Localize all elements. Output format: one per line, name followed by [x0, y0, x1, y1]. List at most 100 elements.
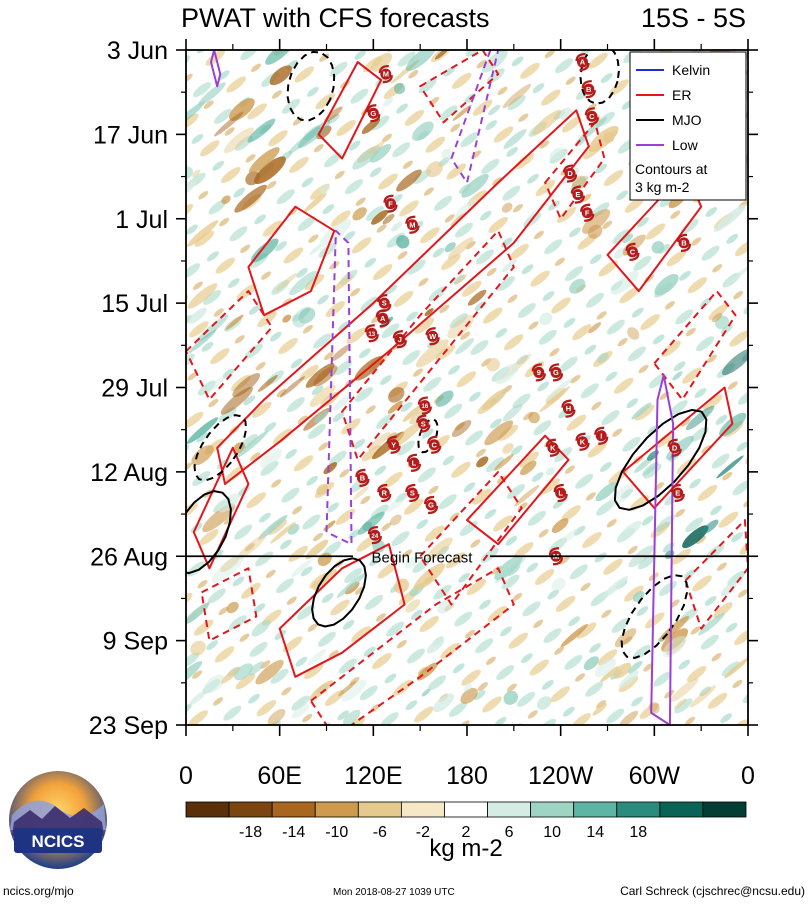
pwat-anomaly-blob: [614, 628, 637, 648]
storm-marker: H: [561, 399, 576, 418]
colorbar-tick-label: -14: [282, 824, 305, 841]
pwat-anomaly-blob: [352, 207, 367, 221]
pwat-anomaly-blob: [463, 684, 473, 692]
pwat-anomaly-blob: [488, 104, 501, 116]
storm-marker: E: [570, 185, 585, 204]
pwat-anomaly-blob: [549, 147, 564, 161]
y-tick-label: 26 Aug: [90, 543, 168, 571]
storm-label: G: [370, 109, 376, 118]
pwat-anomaly-blob: [539, 312, 553, 326]
y-tick-label: 23 Sep: [89, 712, 168, 740]
storm-label: H: [566, 404, 571, 413]
storm-marker: C: [427, 435, 442, 454]
storm-marker: 9: [531, 363, 546, 382]
storm-dot: [425, 499, 437, 511]
pwat-anomaly-blob: [594, 658, 616, 678]
storm-symbol: [570, 185, 585, 204]
storm-symbol: [366, 104, 381, 123]
storm-label: K: [580, 437, 586, 446]
pwat-anomaly-blob: [616, 520, 642, 543]
pwat-anomaly-blob: [187, 220, 219, 247]
contour-line: [247, 205, 336, 317]
storm-dot: [581, 207, 593, 219]
storm-dot: [378, 297, 390, 309]
storm-dot: [562, 403, 574, 415]
pwat-anomaly-blob: [248, 661, 265, 676]
y-tick-label: 15 Jul: [101, 290, 168, 318]
pwat-anomaly-blob: [444, 242, 456, 253]
pwat-anomaly-blob: [225, 314, 244, 330]
pwat-anomaly-blob: [502, 83, 532, 109]
pwat-anomaly-blob: [447, 237, 474, 260]
colorbar-swatch: [228, 801, 273, 818]
storm-label: B: [586, 85, 592, 94]
pwat-anomaly-blob: [405, 599, 421, 613]
pwat-anomaly-blob: [520, 460, 537, 476]
storm-symbol: [367, 526, 382, 545]
storm-label: W: [429, 332, 437, 341]
storm-dot: [533, 366, 545, 378]
pwat-anomaly-blob: [305, 363, 335, 388]
legend-label: ER: [672, 87, 691, 103]
pwat-anomaly-blob: [435, 390, 454, 407]
pwat-anomaly-blob: [426, 537, 453, 561]
pwat-anomaly-blob: [289, 270, 318, 296]
pwat-anomaly-blob: [338, 680, 357, 697]
legend-note-line1: Contours at: [635, 161, 707, 177]
pwat-anomaly-blob: [247, 118, 276, 143]
x-tick-label: 120E: [344, 762, 402, 790]
ncics-logo: NCICS: [9, 771, 107, 869]
pwat-anomaly-blob: [674, 698, 687, 710]
y-axis: 3 Jun 17 Jun 1 Jul 15 Jul 29 Jul 12 Aug 26 Aug…: [89, 37, 758, 740]
storm-label: G: [553, 368, 559, 377]
pwat-anomaly-blob: [627, 327, 640, 340]
pwat-anomaly-blob: [670, 678, 699, 702]
x-tick-label: 180: [446, 762, 488, 790]
storm-symbol: [375, 309, 390, 328]
storm-dot: [394, 333, 406, 345]
pwat-anomaly-blob: [371, 52, 393, 72]
pwat-anomaly-blob: [618, 710, 639, 725]
storm-label: C: [589, 112, 595, 121]
contour-line: [613, 408, 708, 511]
storm-dot: [406, 487, 418, 499]
pwat-anomaly-blob: [186, 602, 210, 624]
pwat-anomaly-blob: [369, 141, 385, 155]
x-axis: 0 60E 120E 180 120W 60W 0: [179, 39, 755, 790]
colorbar-tick-label: -6: [373, 824, 387, 841]
y-tick-label: 1 Jul: [115, 206, 168, 234]
pwat-anomaly-blob: [251, 238, 279, 263]
pwat-anomaly-blob: [484, 420, 514, 446]
contour-line: [210, 50, 222, 88]
pwat-anomaly-blob: [186, 101, 205, 129]
pwat-anomaly-blob: [197, 314, 229, 342]
pwat-anomaly-blob: [388, 387, 405, 403]
pwat-anomaly-blob: [314, 410, 329, 424]
storm-dot: [595, 430, 607, 442]
storm-label: B: [360, 474, 366, 483]
storm-symbol: [406, 453, 422, 472]
pwat-anomaly-blob: [391, 222, 402, 232]
pwat-anomaly-blob: [595, 482, 618, 502]
storm-marker: G: [423, 495, 439, 515]
storm-marker: B: [581, 80, 596, 99]
storm-symbol: [562, 164, 578, 183]
storm-marker: F: [383, 194, 398, 213]
pwat-anomaly-blob: [190, 640, 206, 656]
storm-marker: M: [405, 215, 420, 234]
storm-symbol: [548, 547, 564, 566]
pwat-anomaly-blob: [569, 278, 586, 294]
storm-markers: AMBGCDFEFMCBSA13JW9G16HSYCKKIDLBRSLEG24M: [355, 52, 692, 566]
colorbar-swatch: [271, 801, 316, 818]
y-tick-label: 9 Sep: [103, 628, 168, 656]
contour-line: [309, 567, 515, 725]
pwat-anomaly-blob: [234, 663, 253, 681]
storm-label: K: [550, 443, 556, 452]
pwat-anomaly-blob: [587, 224, 603, 239]
legend-label: Low: [672, 137, 699, 153]
storm-label: J: [398, 335, 402, 344]
colorbar: -18 -14 -10 -6 -2 2 6 10 14 18: [185, 801, 747, 841]
colorbar-swatch: [487, 801, 532, 818]
storm-label: C: [630, 247, 636, 256]
pwat-anomaly-blob: [654, 274, 679, 296]
